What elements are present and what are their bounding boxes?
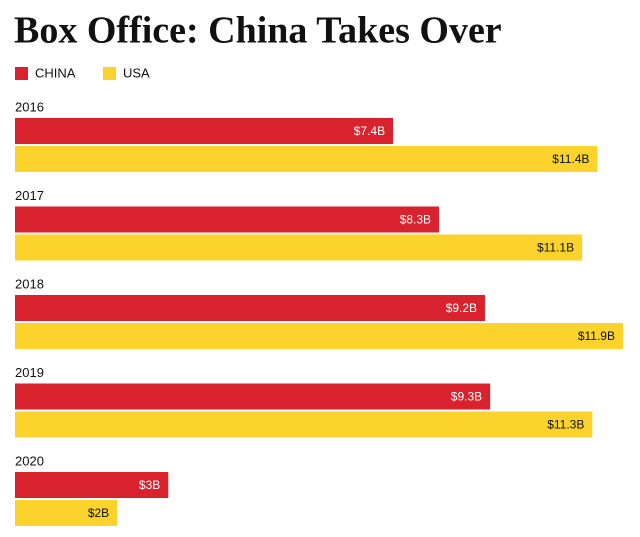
- year-label: 2017: [15, 188, 44, 203]
- bar: [15, 472, 169, 498]
- year-label: 2020: [15, 453, 44, 468]
- year-label: 2019: [15, 365, 44, 380]
- bar: [15, 206, 440, 233]
- value-label: $9.3B: [451, 390, 482, 404]
- value-label: $7.4B: [354, 124, 385, 138]
- value-label: $11.9B: [578, 329, 615, 343]
- legend-swatch: [15, 67, 28, 80]
- value-label: $9.2B: [446, 301, 477, 315]
- value-label: $11.1B: [537, 241, 574, 255]
- legend-label: CHINA: [35, 65, 76, 80]
- value-label: $11.4B: [552, 152, 589, 166]
- value-label: $2B: [88, 506, 109, 520]
- chart-title: Box Office: China Takes Over: [14, 10, 502, 52]
- value-label: $11.3B: [547, 418, 584, 432]
- legend-label: USA: [123, 65, 150, 80]
- bar: [15, 383, 491, 410]
- legend-swatch: [103, 67, 116, 80]
- value-label: $8.3B: [400, 213, 431, 227]
- bar: [15, 234, 583, 261]
- bar: [15, 146, 598, 172]
- value-label: $3B: [139, 478, 160, 492]
- bar: [15, 323, 623, 349]
- bar: [15, 500, 118, 526]
- bar: [15, 295, 486, 321]
- bar: [15, 411, 593, 438]
- year-label: 2016: [15, 99, 44, 114]
- bar: [15, 118, 394, 144]
- year-label: 2018: [15, 276, 44, 291]
